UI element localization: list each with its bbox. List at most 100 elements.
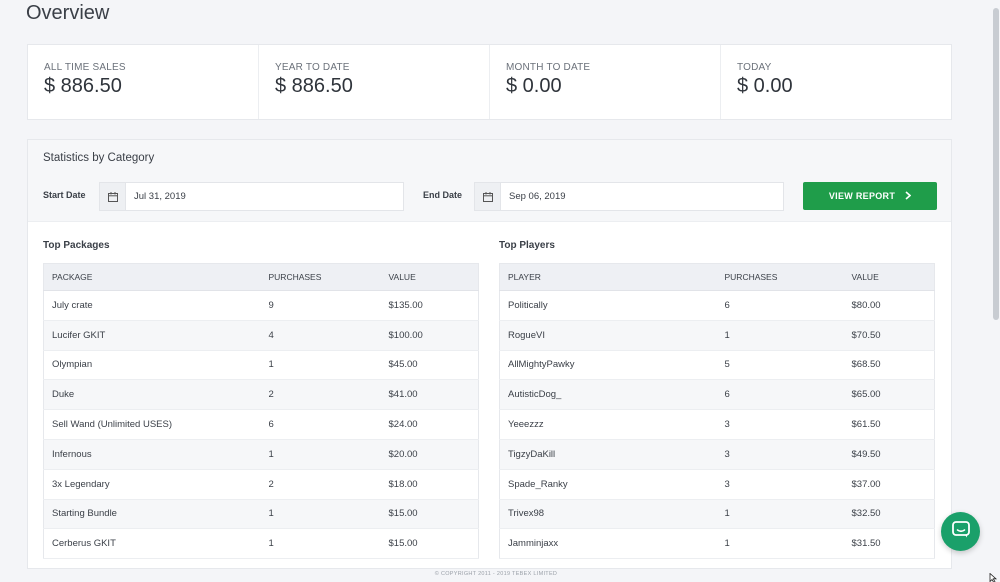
purchase-count: 3 [716, 439, 844, 470]
table-row: July crate 9 $135.00 [43, 290, 479, 321]
view-report-button[interactable]: VIEW REPORT [803, 182, 937, 210]
column-header[interactable]: VALUE [843, 263, 935, 291]
chat-icon [951, 520, 970, 543]
page-title: Overview [26, 2, 110, 24]
player-name: Jamminjaxx [499, 528, 717, 560]
player-name: AutisticDog_ [499, 379, 717, 411]
start-date-label: Start Date [43, 190, 86, 200]
purchase-count: 1 [260, 439, 381, 470]
player-value: $37.00 [843, 469, 935, 500]
stat-value: $ 0.00 [737, 75, 793, 97]
table-header-row: PACKAGE PURCHASES VALUE [43, 263, 479, 291]
purchase-count: 1 [260, 350, 381, 381]
purchase-count: 6 [716, 290, 844, 321]
player-value: $68.50 [843, 350, 935, 381]
player-value: $80.00 [843, 290, 935, 321]
player-value: $70.50 [843, 320, 935, 351]
package-name: Duke [43, 379, 261, 411]
view-report-label: VIEW REPORT [828, 191, 896, 201]
stat-year-to-date: YEAR TO DATE $ 886.50 [259, 45, 490, 119]
player-name: Politically [499, 290, 717, 321]
purchase-count: 3 [716, 409, 844, 440]
stat-all-time-sales: ALL TIME SALES $ 886.50 [28, 45, 259, 119]
panel-title: Statistics by Category [43, 152, 155, 164]
purchase-count: 6 [260, 409, 381, 440]
top-packages-title: Top Packages [43, 240, 110, 251]
statistics-filter-bar: Statistics by Category Start Date End Da… [28, 140, 951, 222]
chat-button[interactable] [941, 512, 980, 551]
table-row: Sell Wand (Unlimited USES) 6 $24.00 [43, 409, 479, 440]
table-row: Politically 6 $80.00 [499, 290, 935, 321]
purchase-count: 2 [260, 379, 381, 411]
end-date-field[interactable] [474, 182, 784, 211]
calendar-icon[interactable] [100, 183, 126, 210]
stat-label: MONTH TO DATE [506, 62, 591, 73]
player-value: $31.50 [843, 528, 935, 560]
stat-value: $ 886.50 [275, 75, 353, 97]
column-header[interactable]: PURCHASES [716, 263, 844, 291]
purchase-count: 6 [716, 379, 844, 411]
purchase-count: 3 [716, 469, 844, 500]
top-players-title: Top Players [499, 240, 555, 251]
table-row: Duke 2 $41.00 [43, 379, 479, 411]
table-row: Trivex98 1 $32.50 [499, 499, 935, 530]
scrollbar[interactable] [992, 0, 1000, 582]
package-name: Cerberus GKIT [43, 528, 261, 560]
end-date-label: End Date [423, 190, 463, 200]
start-date-field[interactable] [99, 182, 404, 211]
purchase-count: 9 [260, 290, 381, 321]
package-value: $24.00 [380, 409, 479, 440]
player-name: Trivex98 [499, 499, 717, 530]
stat-value: $ 0.00 [506, 75, 562, 97]
mouse-cursor-icon [989, 572, 998, 582]
start-date-input[interactable] [126, 191, 366, 202]
stat-label: YEAR TO DATE [275, 62, 350, 73]
table-header-row: PLAYER PURCHASES VALUE [499, 263, 935, 291]
player-value: $49.50 [843, 439, 935, 470]
table-row: Cerberus GKIT 1 $15.00 [43, 528, 479, 560]
footer-copyright: © COPYRIGHT 2011 - 2019 TEBEX LIMITED [434, 571, 558, 577]
table-row: 3x Legendary 2 $18.00 [43, 469, 479, 500]
package-value: $41.00 [380, 379, 479, 411]
column-header[interactable]: VALUE [380, 263, 479, 291]
table-row: Jamminjaxx 1 $31.50 [499, 528, 935, 560]
package-name: Starting Bundle [43, 499, 261, 530]
package-name: Infernous [43, 439, 261, 470]
column-header[interactable]: PURCHASES [260, 263, 381, 291]
player-name: AllMightyPawky [499, 350, 717, 381]
table-row: Yeeezzz 3 $61.50 [499, 409, 935, 440]
stats-bar: ALL TIME SALES $ 886.50 YEAR TO DATE $ 8… [27, 44, 952, 120]
column-header[interactable]: PLAYER [499, 263, 717, 291]
package-value: $45.00 [380, 350, 479, 381]
player-name: TigzyDaKill [499, 439, 717, 470]
stat-month-to-date: MONTH TO DATE $ 0.00 [490, 45, 721, 119]
player-name: Yeeezzz [499, 409, 717, 440]
end-date-input[interactable] [501, 191, 741, 202]
package-value: $135.00 [380, 290, 479, 321]
purchase-count: 1 [716, 499, 844, 530]
player-name: RogueVI [499, 320, 717, 351]
stat-value: $ 886.50 [44, 75, 122, 97]
table-row: Spade_Ranky 3 $37.00 [499, 469, 935, 500]
table-row: Olympian 1 $45.00 [43, 350, 479, 381]
package-value: $100.00 [380, 320, 479, 351]
purchase-count: 2 [260, 469, 381, 500]
purchase-count: 1 [716, 320, 844, 351]
calendar-icon[interactable] [475, 183, 501, 210]
purchase-count: 1 [260, 528, 381, 560]
table-row: RogueVI 1 $70.50 [499, 320, 935, 351]
scrollbar-thumb[interactable] [993, 8, 999, 320]
top-players-table: PLAYER PURCHASES VALUE Politically 6 $80.0… [499, 263, 935, 560]
column-header[interactable]: PACKAGE [43, 263, 261, 291]
package-value: $15.00 [380, 528, 479, 560]
table-row: Infernous 1 $20.00 [43, 439, 479, 470]
purchase-count: 5 [716, 350, 844, 381]
package-name: Lucifer GKIT [43, 320, 261, 351]
player-name: Spade_Ranky [499, 469, 717, 500]
package-value: $15.00 [380, 499, 479, 530]
player-value: $61.50 [843, 409, 935, 440]
package-name: 3x Legendary [43, 469, 261, 500]
top-packages-table: PACKAGE PURCHASES VALUE July crate 9 $135.… [43, 263, 479, 560]
table-row: Starting Bundle 1 $15.00 [43, 499, 479, 530]
table-row: TigzyDaKill 3 $49.50 [499, 439, 935, 470]
